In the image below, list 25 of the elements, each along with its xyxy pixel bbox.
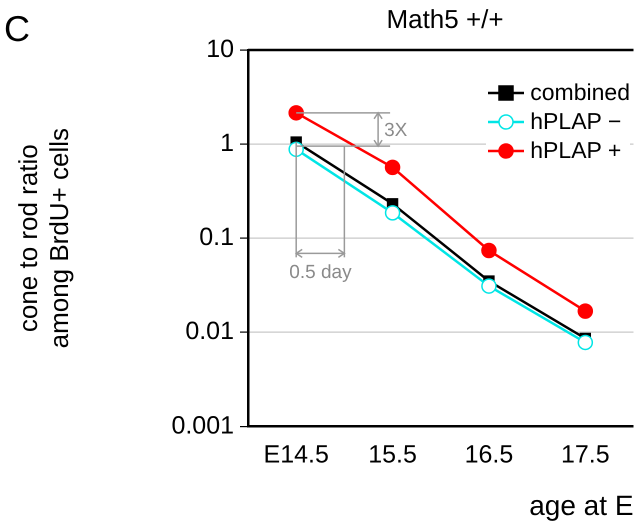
legend-label: hPLAP − (530, 107, 622, 136)
y-tick-label: 10 (206, 34, 234, 63)
x-tick-label: E14.5 (264, 440, 329, 468)
text: C (4, 8, 30, 50)
chart-title: Math5 +/+ (385, 4, 505, 35)
point (384, 160, 400, 176)
legend-label: hPLAP + (530, 136, 622, 165)
point (578, 334, 594, 350)
point (288, 105, 304, 121)
point (578, 303, 594, 319)
annotation: 0.5 day (289, 262, 352, 284)
x-tick-label: 17.5 (560, 440, 610, 468)
y-axis-title: cone to rod ratio among BrdU+ cells (12, 128, 74, 348)
y-tick-label: 1 (220, 128, 234, 157)
point (481, 242, 497, 258)
y-tick-label: 0.01 (185, 317, 234, 346)
point (481, 278, 497, 294)
legend-label: combined (530, 78, 630, 107)
y-tick-label: 0.1 (199, 223, 234, 252)
x-tick-label: 15.5 (368, 440, 417, 468)
annotation: 3X (384, 120, 408, 142)
y-tick-label: 0.001 (171, 411, 234, 440)
x-axis-title: age at E (529, 490, 634, 521)
point (384, 205, 400, 221)
x-tick-label: 16.5 (464, 440, 514, 468)
